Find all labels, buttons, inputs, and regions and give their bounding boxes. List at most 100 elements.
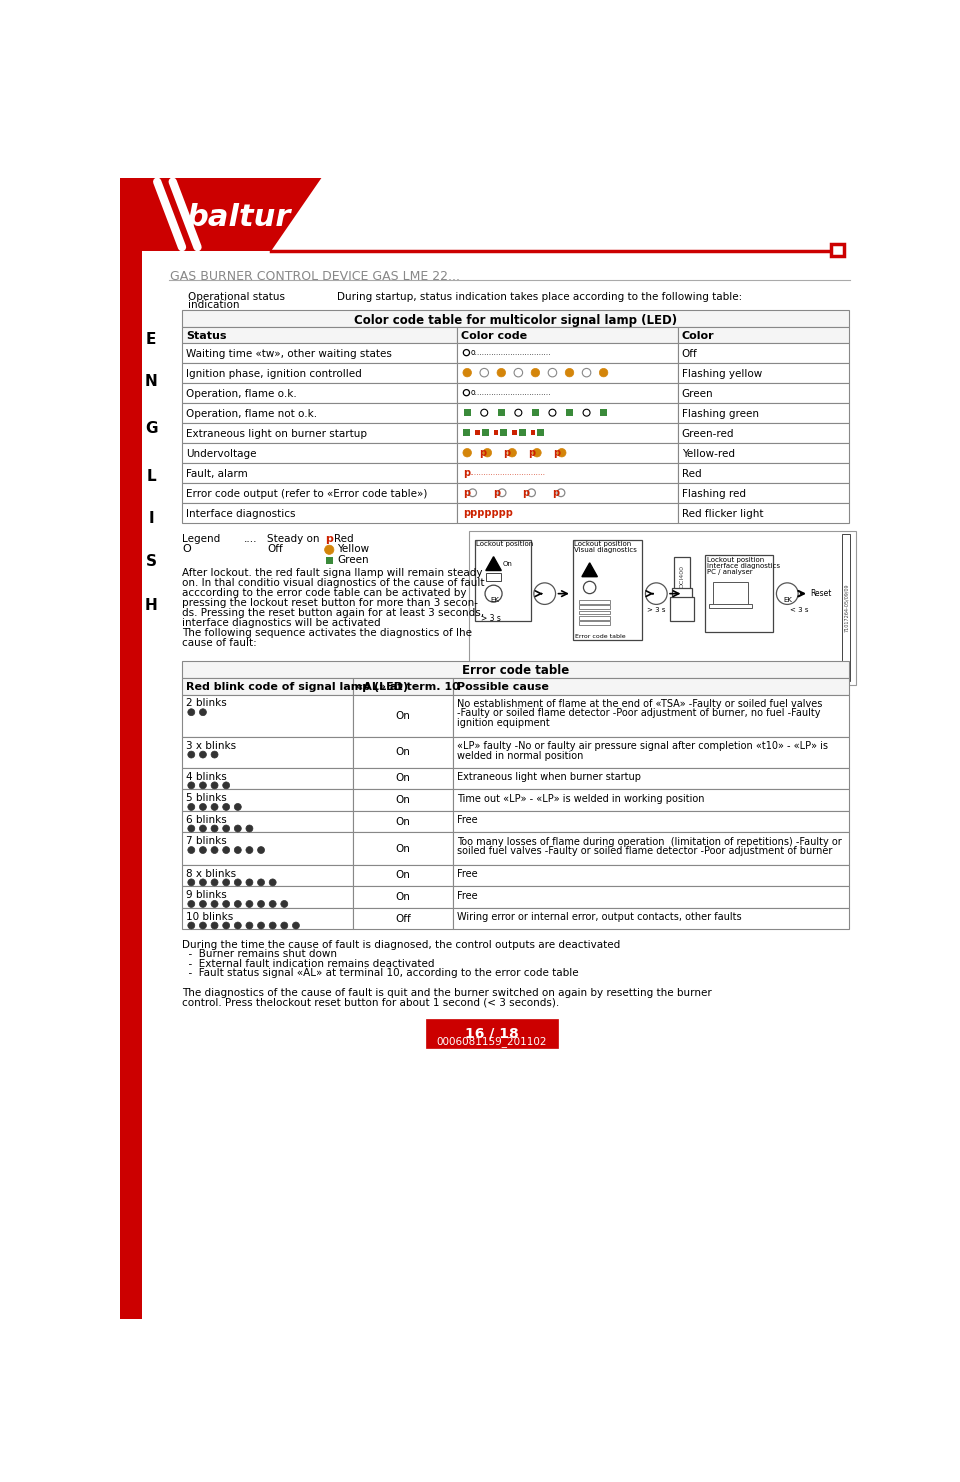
Bar [678, 462, 849, 483]
Text: On: On [396, 870, 410, 880]
Text: Lockout position: Lockout position [476, 541, 534, 547]
Bar [182, 737, 352, 768]
Text: Reset: Reset [810, 588, 832, 599]
Bar [352, 886, 453, 908]
Text: Interface diagnostics: Interface diagnostics [707, 563, 780, 569]
Text: After lockout. the red fault signa llamp will remain steady: After lockout. the red fault signa llamp… [182, 568, 483, 578]
Text: ................................: ................................ [469, 468, 545, 477]
Bar [453, 695, 849, 737]
Circle shape [211, 751, 218, 757]
Bar [670, 597, 693, 621]
Circle shape [269, 879, 276, 886]
Text: Flashing yellow: Flashing yellow [682, 369, 762, 379]
Circle shape [558, 449, 566, 456]
Bar [457, 342, 678, 363]
Circle shape [293, 922, 300, 929]
Bar [182, 363, 457, 382]
Circle shape [246, 922, 252, 929]
Bar [457, 462, 678, 483]
Text: Lockout position: Lockout position [707, 557, 764, 563]
Bar [579, 617, 610, 619]
Bar [182, 403, 457, 422]
Circle shape [211, 901, 218, 907]
Circle shape [269, 922, 276, 929]
Circle shape [497, 369, 506, 376]
Circle shape [188, 708, 195, 716]
Circle shape [200, 825, 206, 831]
Bar [325, 557, 333, 565]
Text: o................................: o................................ [471, 348, 552, 357]
Text: Undervoltage: Undervoltage [186, 449, 256, 459]
Circle shape [257, 901, 265, 907]
Text: Extraneous light on burner startup: Extraneous light on burner startup [186, 428, 367, 439]
Bar [457, 328, 678, 342]
Bar [352, 908, 453, 929]
Text: Legend: Legend [182, 534, 220, 544]
Circle shape [200, 708, 206, 716]
Text: p: p [464, 468, 470, 477]
Bar [482, 430, 489, 436]
Text: p: p [464, 488, 470, 498]
Bar [457, 403, 678, 422]
Circle shape [200, 879, 206, 886]
Text: p: p [492, 488, 500, 498]
Bar [457, 443, 678, 462]
Text: p: p [553, 448, 561, 458]
Bar [475, 430, 480, 436]
Circle shape [200, 901, 206, 907]
Text: p: p [522, 488, 529, 498]
Text: o................................: o................................ [471, 388, 552, 397]
Text: Visual diagnostics: Visual diagnostics [574, 547, 637, 553]
Text: Color code table for multicolor signal lamp (LED): Color code table for multicolor signal l… [353, 314, 677, 328]
Circle shape [188, 751, 195, 757]
Bar [457, 363, 678, 382]
Text: Flashing red: Flashing red [682, 489, 746, 499]
Text: H: H [145, 597, 157, 612]
Circle shape [188, 803, 195, 811]
Bar [182, 462, 457, 483]
Text: Lockout position: Lockout position [574, 541, 632, 547]
Text: G: G [145, 421, 157, 436]
Text: Operational status: Operational status [188, 292, 285, 302]
Text: Possible cause: Possible cause [457, 682, 549, 692]
Circle shape [645, 582, 667, 605]
Text: Off: Off [395, 913, 411, 923]
Text: 4 blinks: 4 blinks [186, 772, 227, 781]
Circle shape [246, 846, 252, 854]
Text: O: O [182, 544, 191, 554]
Text: On: On [396, 747, 410, 757]
Bar [678, 443, 849, 462]
Bar [182, 811, 352, 833]
Text: I: I [148, 511, 154, 526]
Text: indication: indication [188, 299, 240, 310]
Text: 7 blinks: 7 blinks [186, 836, 227, 846]
Bar [831, 245, 844, 256]
Text: soiled fuel valves -Faulty or soiled flame detector -Poor adjustment of burner: soiled fuel valves -Faulty or soiled fla… [457, 846, 832, 857]
Bar [352, 790, 453, 811]
Text: interface diagnostics will be activated: interface diagnostics will be activated [182, 618, 380, 628]
Text: Error code table: Error code table [575, 634, 626, 639]
Bar [182, 790, 352, 811]
Text: Red flicker light: Red flicker light [682, 508, 763, 519]
Text: > 3 s: > 3 s [481, 615, 501, 624]
Text: No establishment of flame at the end of «TSA» -Faulty or soiled fuel valves: No establishment of flame at the end of … [457, 700, 823, 708]
Circle shape [257, 846, 265, 854]
Text: Color code: Color code [461, 330, 527, 341]
Bar [678, 342, 849, 363]
Text: During startup, status indication takes place according to the following table:: During startup, status indication takes … [337, 292, 742, 302]
Text: Status: Status [186, 330, 227, 341]
Text: Interface diagnostics: Interface diagnostics [186, 508, 296, 519]
Circle shape [200, 782, 206, 788]
Circle shape [269, 901, 276, 907]
Text: EK: EK [783, 597, 792, 603]
Bar [182, 886, 352, 908]
Circle shape [211, 803, 218, 811]
Text: ppppppp: ppppppp [464, 508, 514, 517]
Text: Flashing green: Flashing green [682, 409, 758, 419]
Circle shape [463, 449, 471, 456]
Text: «AL» at term. 10: «AL» at term. 10 [356, 682, 460, 692]
Text: baltur: baltur [186, 203, 290, 233]
Circle shape [211, 922, 218, 929]
Bar [572, 539, 642, 640]
Text: On: On [396, 711, 410, 720]
